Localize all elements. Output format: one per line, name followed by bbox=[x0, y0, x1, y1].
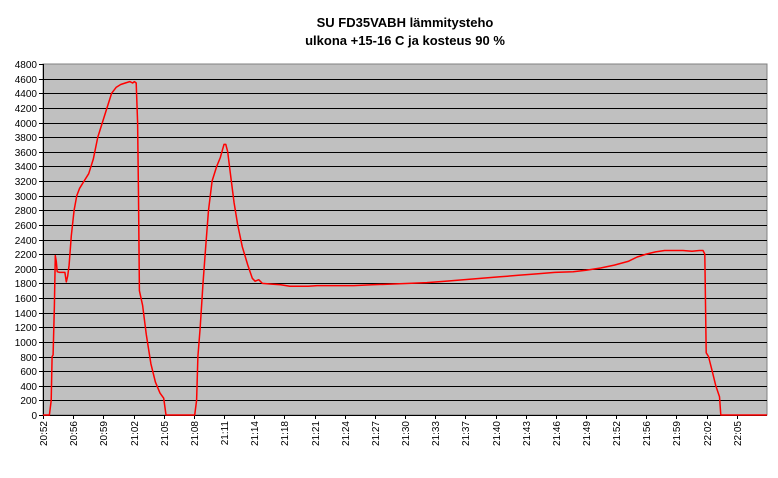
chart-title-line1: SU FD35VABH lämmitysteho bbox=[316, 15, 494, 30]
y-tick-label: 1400 bbox=[15, 309, 38, 320]
y-tick-label: 4400 bbox=[15, 89, 38, 100]
x-tick-label: 21:59 bbox=[672, 421, 683, 446]
x-tick-label: 21:52 bbox=[612, 421, 623, 446]
y-tick-label: 2400 bbox=[15, 236, 38, 247]
y-tick-label: 3600 bbox=[15, 148, 38, 159]
axes: 0 200 400 600 800 1000 1200 1400 1600 1800 2000 220… bbox=[15, 60, 767, 446]
y-tick-label: 400 bbox=[20, 382, 37, 393]
y-tick-label: 1200 bbox=[15, 323, 38, 334]
series-layer bbox=[43, 80, 767, 416]
x-tick-label: 21:27 bbox=[371, 421, 382, 446]
x-tick-label: 20:56 bbox=[69, 421, 80, 446]
y-tick-label: 2200 bbox=[15, 250, 38, 261]
x-tick-label: 21:40 bbox=[492, 421, 503, 446]
y-tick-label: 800 bbox=[20, 353, 37, 364]
y-tick-label: 2000 bbox=[15, 265, 38, 276]
x-tick-label: 21:05 bbox=[160, 421, 171, 446]
y-tick-label: 3800 bbox=[15, 133, 38, 144]
plot-background bbox=[42, 63, 768, 416]
x-tick-label: 22:05 bbox=[733, 421, 744, 446]
x-tick-label: 21:08 bbox=[190, 421, 201, 446]
series-line bbox=[43, 80, 767, 416]
chart-title-line2: ulkona +15-16 C ja kosteus 90 % bbox=[305, 33, 505, 48]
y-tick-label: 1600 bbox=[15, 294, 38, 305]
y-tick-label: 600 bbox=[20, 367, 37, 378]
y-tick-label: 2600 bbox=[15, 221, 38, 232]
x-tick-label: 21:24 bbox=[341, 421, 352, 446]
plot-area bbox=[42, 63, 768, 416]
x-tick-label: 21:11 bbox=[220, 421, 231, 446]
x-tick-label: 20:52 bbox=[39, 421, 50, 446]
chart-title: SU FD35VABH lämmitysteho ulkona +15-16 C… bbox=[0, 14, 778, 50]
x-tick-label: 21:33 bbox=[431, 421, 442, 446]
x-tick-label: 21:21 bbox=[311, 421, 322, 446]
y-tick-label: 1000 bbox=[15, 338, 38, 349]
y-tick-label: 3200 bbox=[15, 177, 38, 188]
x-tick-label: 20:59 bbox=[99, 421, 110, 446]
x-tick-label: 21:46 bbox=[552, 421, 563, 446]
y-tick-label: 3400 bbox=[15, 162, 38, 173]
x-tick-label: 21:37 bbox=[461, 421, 472, 446]
x-tick-label: 21:43 bbox=[522, 421, 533, 446]
x-tick-label: 21:30 bbox=[401, 421, 412, 446]
y-tick-label: 2800 bbox=[15, 206, 38, 217]
y-tick-label: 200 bbox=[20, 396, 37, 407]
y-tick-label: 4200 bbox=[15, 104, 38, 115]
x-tick-label: 22:02 bbox=[703, 421, 714, 446]
x-tick-label: 21:49 bbox=[582, 421, 593, 446]
x-tick-label: 21:56 bbox=[642, 421, 653, 446]
x-tick-label: 21:02 bbox=[130, 421, 141, 446]
y-tick-label: 0 bbox=[31, 411, 37, 422]
y-tick-label: 4600 bbox=[15, 75, 38, 86]
y-tick-label: 1800 bbox=[15, 279, 38, 290]
y-tick-label: 4000 bbox=[15, 119, 38, 130]
y-tick-label: 4800 bbox=[15, 60, 38, 71]
y-tick-label: 3000 bbox=[15, 192, 38, 203]
x-tick-label: 21:18 bbox=[280, 421, 291, 446]
x-tick-label: 21:14 bbox=[250, 421, 261, 446]
